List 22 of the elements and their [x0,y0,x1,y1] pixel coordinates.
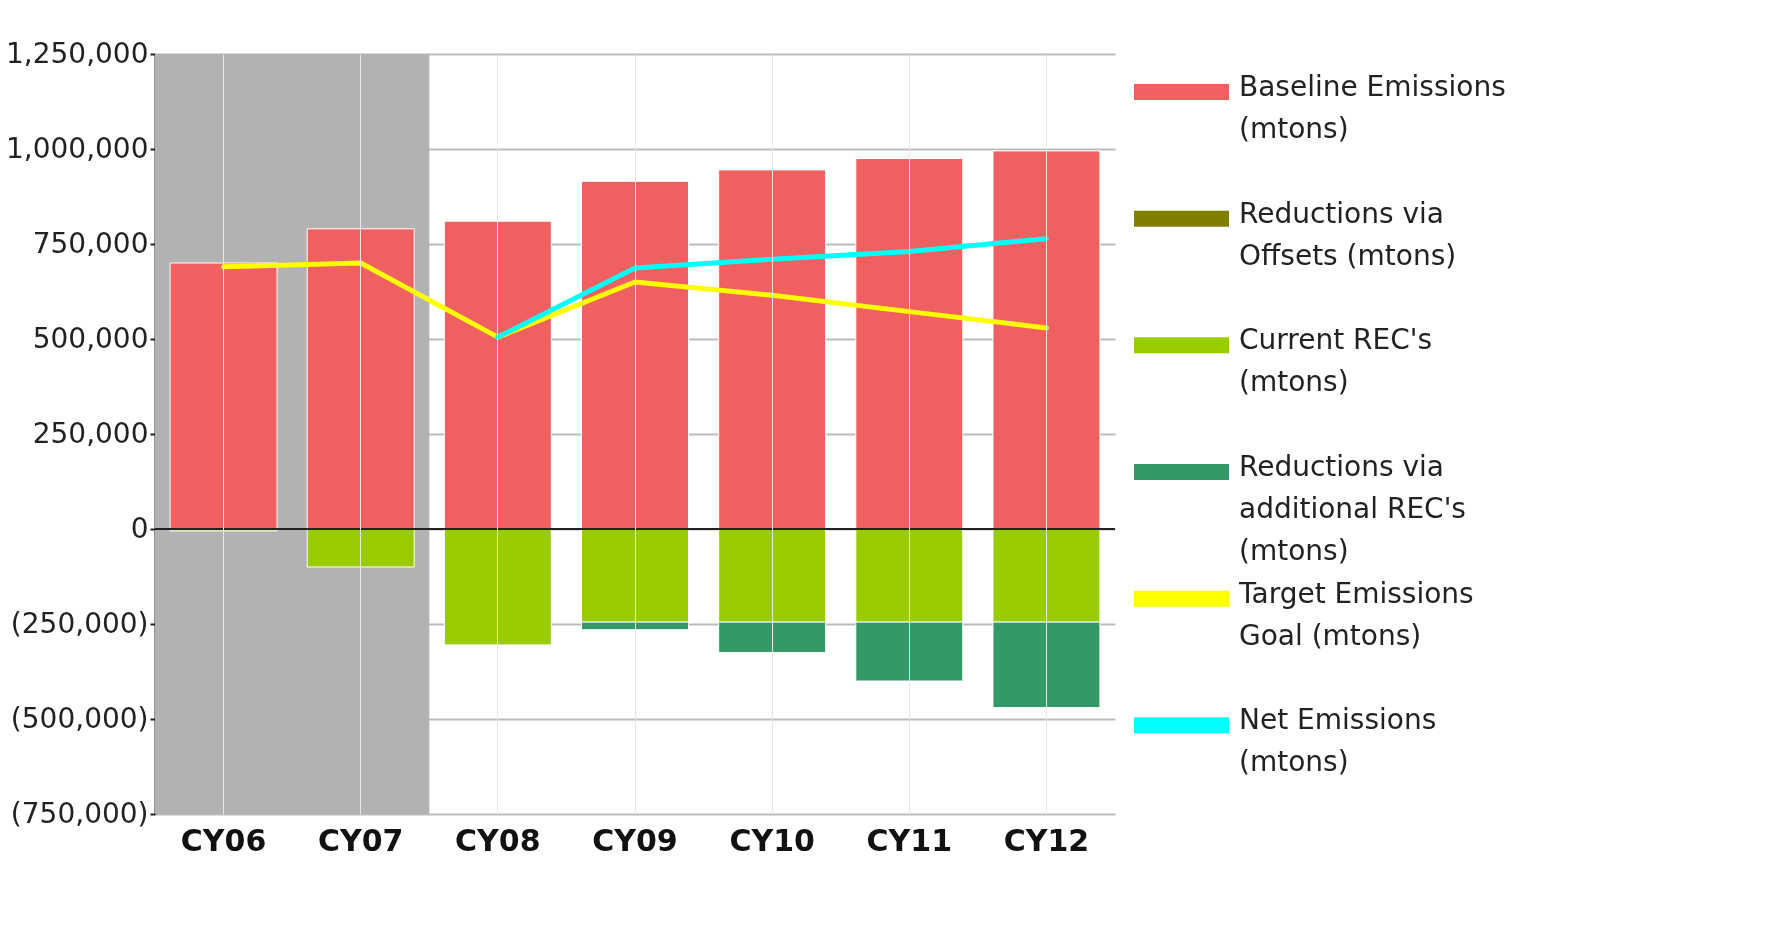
y-tick-label: 1,000,000 [5,131,149,165]
y-tick-label: 500,000 [32,321,149,355]
x-tick-label: CY06 [180,822,267,858]
x-tick-label: CY09 [592,822,678,858]
legend-label: Baseline Emissions (mtons) [1239,70,1506,145]
legend-label: Reductions via Offsets (mtons) [1239,196,1457,272]
y-tick-label: (250,000) [10,606,149,640]
legend-label: Current REC's (mtons) [1239,323,1433,399]
x-tick-label: CY10 [729,822,815,858]
x-tick-label: CY12 [1003,822,1090,858]
x-tick-label: CY11 [866,822,953,858]
y-tick-label: (750,000) [10,796,149,830]
legend-label: Target Emissions Goal (mtons) [1238,576,1474,652]
y-tick-label: 250,000 [32,416,149,450]
x-tick-label: CY08 [455,822,541,858]
legend-label: Reductions via additional REC's (mtons) [1239,450,1466,567]
legend-label: Net Emissions (mtons) [1239,703,1437,779]
y-tick-label: (500,000) [10,701,149,735]
y-tick-label: 1,250,000 [5,36,149,70]
y-tick-label: 0 [130,511,149,545]
y-tick-label: 750,000 [32,226,149,260]
x-tick-label: CY07 [317,822,404,858]
